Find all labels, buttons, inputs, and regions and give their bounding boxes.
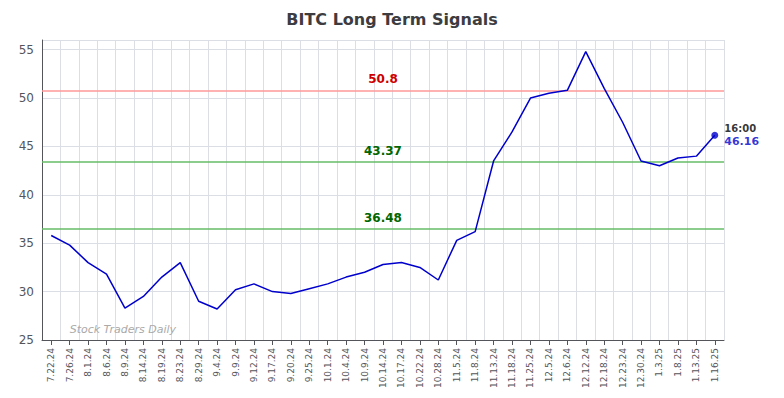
- svg-text:46.16: 46.16: [724, 135, 759, 148]
- svg-text:55: 55: [19, 43, 34, 57]
- svg-text:10.9.24: 10.9.24: [360, 348, 370, 383]
- svg-text:9.20.24: 9.20.24: [286, 348, 296, 383]
- svg-text:11.8.24: 11.8.24: [470, 348, 480, 383]
- svg-text:11.18.24: 11.18.24: [507, 348, 517, 388]
- svg-text:10.14.24: 10.14.24: [378, 348, 388, 388]
- svg-text:8.19.24: 8.19.24: [157, 348, 167, 383]
- svg-text:10.1.24: 10.1.24: [323, 348, 333, 383]
- svg-text:1.13.25: 1.13.25: [691, 348, 701, 382]
- svg-text:12.6.24: 12.6.24: [562, 348, 572, 383]
- svg-text:8.9.24: 8.9.24: [120, 348, 130, 377]
- svg-text:8.6.24: 8.6.24: [102, 348, 112, 377]
- svg-text:9.12.24: 9.12.24: [249, 348, 259, 383]
- svg-text:45: 45: [19, 139, 34, 153]
- svg-text:10.4.24: 10.4.24: [341, 348, 351, 383]
- svg-text:9.9.24: 9.9.24: [231, 348, 241, 377]
- svg-text:10.22.24: 10.22.24: [415, 348, 425, 388]
- svg-text:8.29.24: 8.29.24: [194, 348, 204, 383]
- svg-text:50.8: 50.8: [368, 72, 398, 86]
- svg-text:40: 40: [19, 188, 34, 202]
- svg-text:12.18.24: 12.18.24: [599, 348, 609, 388]
- svg-text:9.25.24: 9.25.24: [304, 348, 314, 383]
- svg-text:12.5.24: 12.5.24: [544, 348, 554, 383]
- svg-text:50: 50: [19, 91, 34, 105]
- svg-text:10.17.24: 10.17.24: [396, 348, 406, 388]
- svg-text:9.4.24: 9.4.24: [212, 348, 222, 377]
- svg-text:11.25.24: 11.25.24: [525, 348, 535, 388]
- svg-text:36.48: 36.48: [364, 211, 402, 225]
- svg-text:43.37: 43.37: [364, 144, 402, 158]
- svg-text:8.23.24: 8.23.24: [175, 348, 185, 383]
- svg-text:7.22.24: 7.22.24: [46, 348, 56, 383]
- svg-text:Stock Traders Daily: Stock Traders Daily: [70, 323, 177, 336]
- svg-text:BITC Long Term Signals: BITC Long Term Signals: [286, 10, 497, 29]
- svg-text:11.5.24: 11.5.24: [452, 348, 462, 383]
- svg-text:1.8.25: 1.8.25: [673, 348, 683, 377]
- svg-text:35: 35: [19, 236, 34, 250]
- svg-text:1.16.25: 1.16.25: [710, 348, 720, 382]
- svg-text:11.13.24: 11.13.24: [489, 348, 499, 388]
- svg-text:12.23.24: 12.23.24: [618, 348, 628, 388]
- svg-text:25: 25: [19, 333, 34, 347]
- svg-text:12.12.24: 12.12.24: [581, 348, 591, 388]
- svg-text:1.3.25: 1.3.25: [654, 348, 664, 377]
- svg-text:8.1.24: 8.1.24: [83, 348, 93, 377]
- svg-text:10.28.24: 10.28.24: [433, 348, 443, 388]
- svg-text:9.17.24: 9.17.24: [267, 348, 277, 383]
- svg-text:8.14.24: 8.14.24: [138, 348, 148, 383]
- svg-text:16:00: 16:00: [724, 123, 756, 134]
- svg-text:30: 30: [19, 285, 34, 299]
- svg-text:12.30.24: 12.30.24: [636, 348, 646, 388]
- svg-text:7.26.24: 7.26.24: [65, 348, 75, 383]
